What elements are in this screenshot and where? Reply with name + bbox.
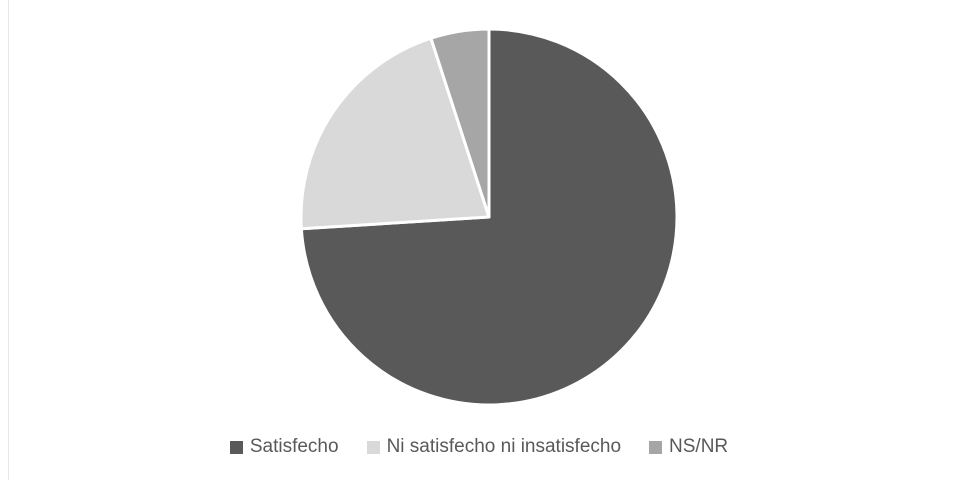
- legend-swatch-satisfecho: [229, 440, 243, 454]
- legend: Satisfecho Ni satisfecho ni insatisfecho…: [0, 436, 958, 458]
- pie-slice-ns-nr: [429, 27, 491, 219]
- legend-swatch-ns-nr: [649, 440, 663, 454]
- legend-swatch-ni-satisfecho: [366, 440, 380, 454]
- legend-item-satisfecho: Satisfecho: [229, 436, 339, 458]
- legend-label-ni-satisfecho: Ni satisfecho ni insatisfecho: [386, 436, 622, 457]
- pie-slice-ni-satisfecho: [299, 36, 491, 231]
- legend-label-satisfecho: Satisfecho: [249, 436, 339, 457]
- legend-item-ni-satisfecho: Ni satisfecho ni insatisfecho: [366, 436, 622, 458]
- legend-label-ns-nr: NS/NR: [669, 436, 729, 457]
- chart-frame: [8, 0, 956, 480]
- legend-item-ns-nr: NS/NR: [649, 436, 728, 458]
